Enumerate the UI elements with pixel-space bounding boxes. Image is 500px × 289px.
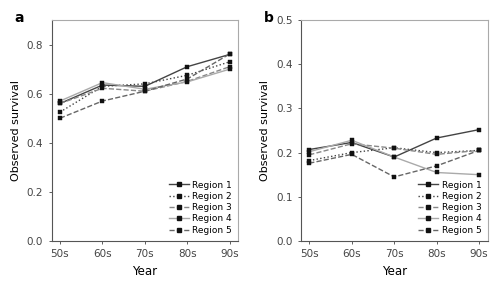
Legend: Region 1, Region 2, Region 3, Region 4, Region 5: Region 1, Region 2, Region 3, Region 4, … <box>167 179 234 236</box>
X-axis label: Year: Year <box>132 265 158 278</box>
Y-axis label: Observed survival: Observed survival <box>260 80 270 181</box>
Text: b: b <box>264 11 274 25</box>
X-axis label: Year: Year <box>382 265 407 278</box>
Text: a: a <box>14 11 24 25</box>
Y-axis label: Observed survival: Observed survival <box>11 80 21 181</box>
Legend: Region 1, Region 2, Region 3, Region 4, Region 5: Region 1, Region 2, Region 3, Region 4, … <box>416 179 483 236</box>
